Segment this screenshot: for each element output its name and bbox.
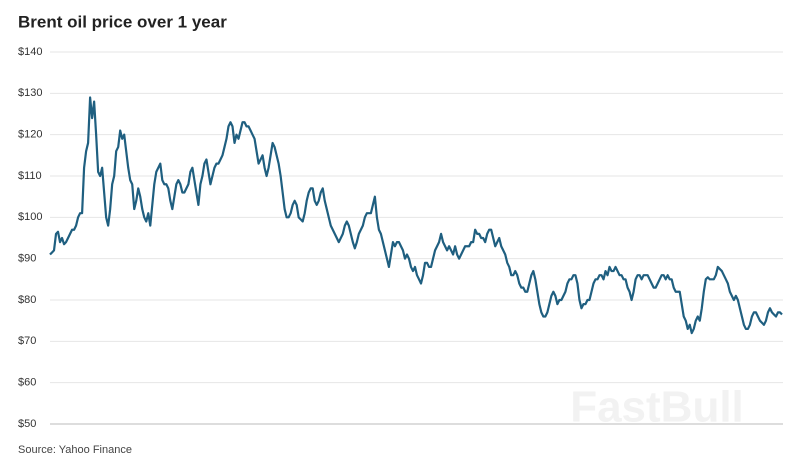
y-tick-label: $110 <box>18 170 42 182</box>
y-tick-label: $140 <box>18 46 42 58</box>
y-tick-label: $90 <box>18 253 36 265</box>
y-tick-label: $70 <box>18 335 36 347</box>
y-tick-label: $60 <box>18 377 36 389</box>
y-tick-label: $100 <box>18 211 42 223</box>
y-tick-label: $120 <box>18 129 42 141</box>
watermark: FastBull <box>570 383 744 432</box>
y-tick-label: $50 <box>18 418 36 430</box>
y-tick-label: $80 <box>18 294 36 306</box>
y-tick-label: $130 <box>18 87 42 99</box>
chart-title: Brent oil price over 1 year <box>18 12 227 31</box>
source-note: Source: Yahoo Finance <box>18 444 132 456</box>
price-line <box>49 96 783 335</box>
